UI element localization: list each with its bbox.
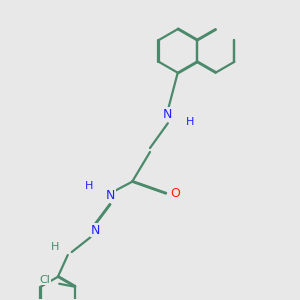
Text: O: O (170, 187, 180, 200)
Text: H: H (185, 117, 194, 127)
Text: H: H (84, 181, 93, 191)
Text: N: N (163, 108, 172, 121)
Text: Cl: Cl (40, 275, 51, 285)
Text: N: N (106, 189, 115, 202)
Text: H: H (51, 242, 59, 252)
Text: N: N (91, 224, 100, 237)
